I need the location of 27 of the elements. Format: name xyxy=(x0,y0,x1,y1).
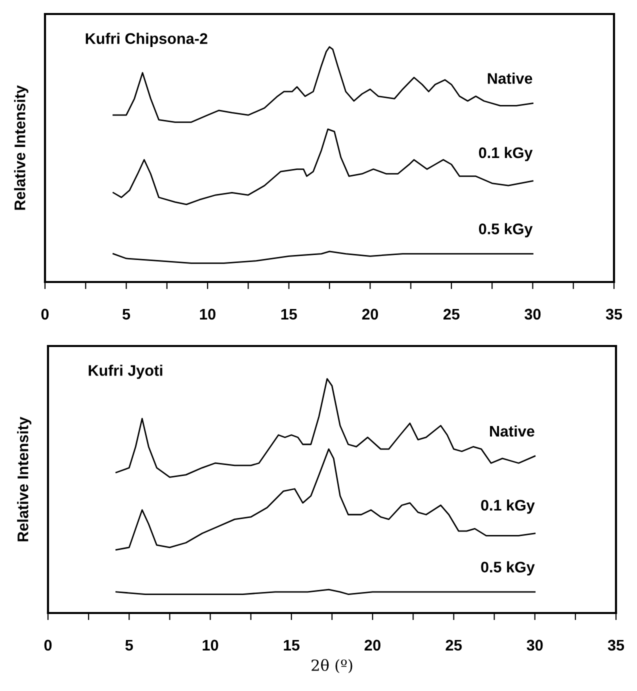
x-tick-label: 30 xyxy=(526,640,543,651)
x-tick-label: 20 xyxy=(362,308,378,320)
series-label: 0.5 kGy xyxy=(478,223,533,238)
x-tick-label: 0 xyxy=(44,640,52,651)
x-tick-label: 0 xyxy=(41,308,49,320)
x-tick-label: 15 xyxy=(281,308,297,320)
x-tick-label: 10 xyxy=(202,640,218,651)
x-tick-label: 5 xyxy=(122,308,130,320)
y-axis-title: Relative Intensity xyxy=(14,85,28,210)
x-tick-label: 20 xyxy=(364,640,380,651)
series-label: Native xyxy=(488,72,532,84)
x-tick-label: 25 xyxy=(443,308,460,320)
x-tick-label: 15 xyxy=(284,640,300,651)
x-tick-label: 10 xyxy=(200,308,216,320)
series-label: Native xyxy=(490,425,534,437)
series-label: 0.1 kGy xyxy=(478,146,533,162)
series-label: 0.1 kGy xyxy=(481,499,535,514)
x-tick-label: 35 xyxy=(606,308,622,320)
x-tick-label: 25 xyxy=(446,640,462,651)
x-tick-label: 5 xyxy=(125,640,133,651)
chart-title: Kufri Chipsona-2 xyxy=(86,32,208,47)
x-tick-label: 35 xyxy=(608,640,624,651)
series-label: 0.5 kGy xyxy=(481,561,535,576)
chart-title: Kufri Jyoti xyxy=(88,364,162,379)
x-tick-label: 30 xyxy=(524,308,541,320)
x-axis-title: 2θ (º) xyxy=(312,659,352,674)
y-axis-title: Relative Intensity xyxy=(17,416,32,542)
